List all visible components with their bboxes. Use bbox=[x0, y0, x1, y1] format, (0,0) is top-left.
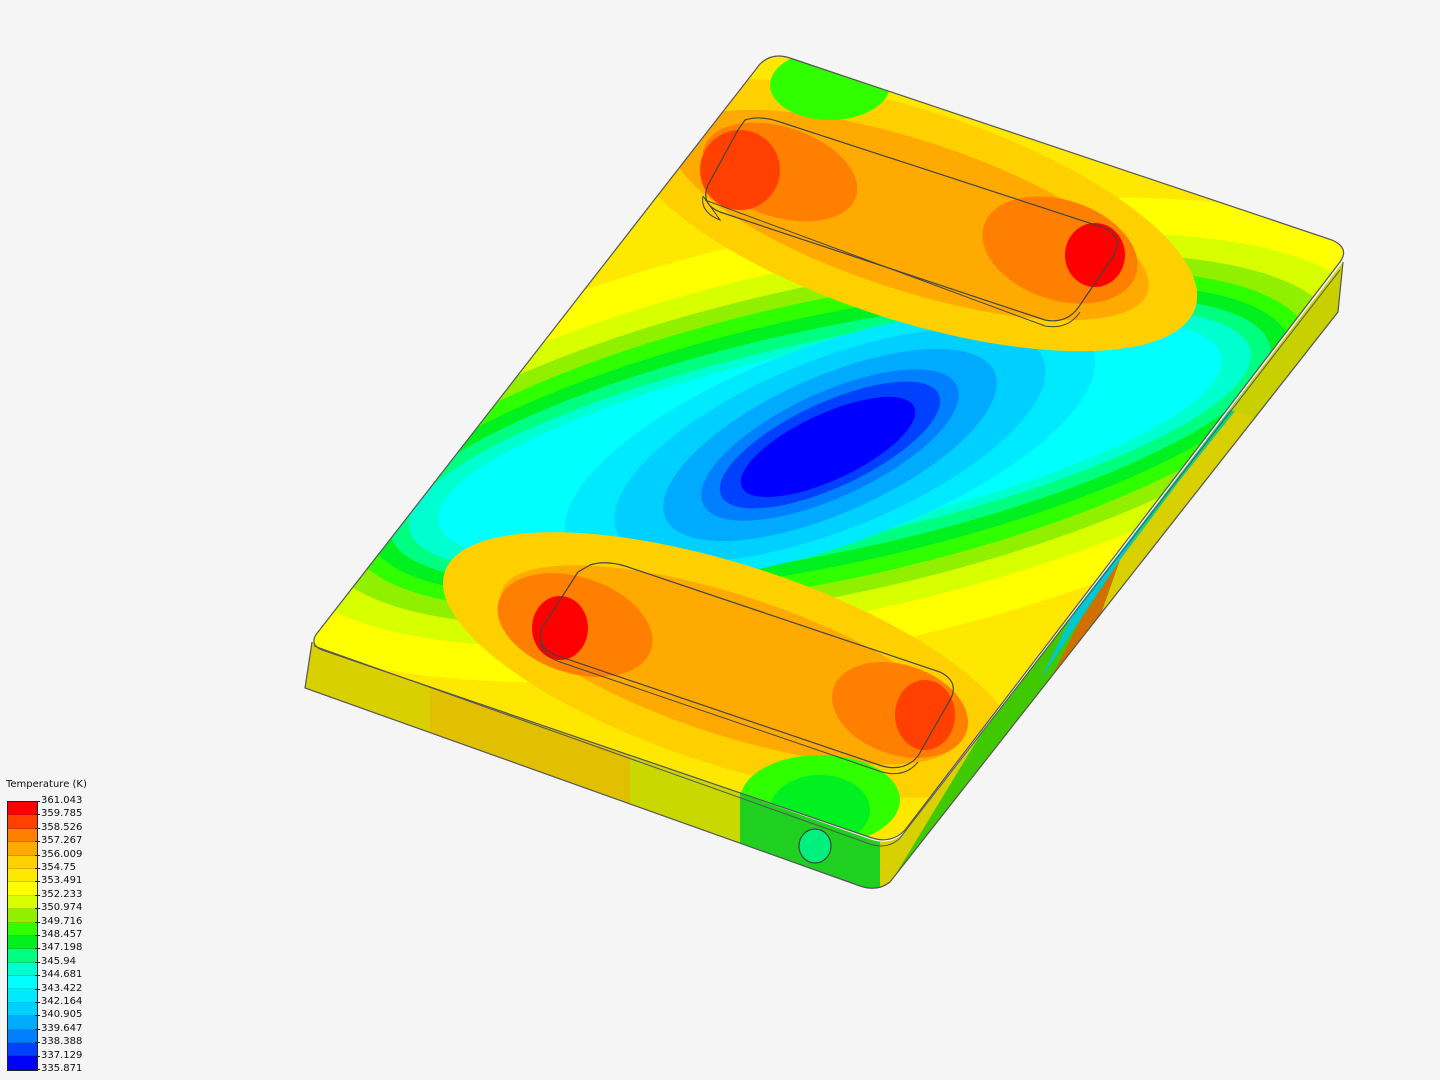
color-legend: Temperature (K) 361.043 359.785 358.526 357… bbox=[6, 779, 87, 1074]
legend-tick bbox=[35, 921, 40, 923]
legend-tick bbox=[35, 961, 40, 963]
legend-tick-label: 339.647 bbox=[41, 1022, 83, 1034]
legend-tick-label: 356.009 bbox=[41, 848, 83, 860]
legend-tick-label: 358.526 bbox=[41, 821, 83, 833]
legend-tick-label: 359.785 bbox=[41, 808, 83, 820]
legend-band bbox=[8, 815, 37, 829]
legend-tick-label: 337.129 bbox=[41, 1049, 83, 1061]
legend-tick bbox=[35, 908, 40, 910]
legend-band bbox=[8, 868, 37, 883]
legend-tick-label: 357.267 bbox=[41, 835, 83, 847]
bottom-pocket[interactable] bbox=[539, 562, 954, 769]
legend-tick bbox=[35, 801, 40, 802]
legend-tick bbox=[35, 894, 40, 896]
legend-tick bbox=[35, 1002, 40, 1003]
legend-tick-label: 350.974 bbox=[41, 902, 83, 914]
legend-band bbox=[8, 935, 37, 950]
legend-tick-label: 345.94 bbox=[41, 955, 76, 967]
inlet-hole[interactable] bbox=[798, 828, 832, 864]
legend-band bbox=[8, 842, 37, 856]
legend-tick bbox=[35, 814, 40, 816]
legend-tick bbox=[35, 841, 40, 843]
legend-tick bbox=[35, 1015, 40, 1017]
legend-tick bbox=[35, 868, 40, 869]
legend-tick-label: 338.388 bbox=[41, 1036, 83, 1048]
legend-band bbox=[8, 802, 37, 816]
legend-tick-label: 348.457 bbox=[41, 929, 83, 940]
legend-tick-label: 343.422 bbox=[41, 982, 83, 994]
legend-band bbox=[8, 1002, 37, 1017]
plate-outline-side bbox=[304, 261, 1344, 889]
legend-band bbox=[8, 1043, 37, 1057]
legend-tick-label: 344.681 bbox=[41, 969, 83, 981]
legend-tick bbox=[35, 948, 40, 950]
legend-band bbox=[8, 989, 37, 1003]
legend-tick bbox=[35, 935, 40, 936]
legend-tick bbox=[35, 881, 40, 883]
legend-tick-label: 361.043 bbox=[41, 795, 83, 806]
legend-tick bbox=[35, 1042, 40, 1044]
legend-tick bbox=[35, 1069, 40, 1070]
legend-tick-label: 342.164 bbox=[41, 996, 83, 1007]
legend-band bbox=[8, 1029, 37, 1044]
legend-tick bbox=[35, 1028, 40, 1030]
legend-tick bbox=[35, 975, 40, 977]
legend-title: Temperature (K) bbox=[6, 779, 87, 790]
legend-tick bbox=[35, 988, 40, 990]
legend-band bbox=[8, 922, 37, 936]
legend-band bbox=[8, 1056, 37, 1070]
legend-tick-label: 340.905 bbox=[41, 1009, 83, 1021]
legend-band bbox=[8, 828, 37, 843]
legend-tick-label: 354.75 bbox=[41, 862, 76, 873]
legend-tick bbox=[35, 827, 40, 829]
top-pocket-wall bbox=[702, 195, 1081, 328]
legend-band bbox=[8, 855, 37, 869]
legend-band bbox=[8, 882, 37, 896]
legend-tick-label: 353.491 bbox=[41, 875, 83, 887]
legend-band bbox=[8, 962, 37, 977]
bottom-pocket-wall bbox=[539, 639, 919, 775]
plate-top-face bbox=[313, 56, 1344, 840]
plate-edge-line bbox=[313, 269, 1341, 847]
legend-color-bar bbox=[7, 801, 38, 1071]
legend-tick bbox=[35, 1055, 40, 1057]
legend-tick bbox=[35, 854, 40, 856]
legend-tick-label: 349.716 bbox=[41, 915, 83, 927]
legend-band bbox=[8, 1016, 37, 1030]
legend-tick-label: 352.233 bbox=[41, 888, 83, 900]
legend-band bbox=[8, 949, 37, 963]
legend-band bbox=[8, 909, 37, 923]
legend-tick-label: 335.871 bbox=[41, 1063, 83, 1074]
legend-band bbox=[8, 895, 37, 910]
legend-tick-label: 347.198 bbox=[41, 942, 83, 954]
legend-band bbox=[8, 976, 37, 990]
